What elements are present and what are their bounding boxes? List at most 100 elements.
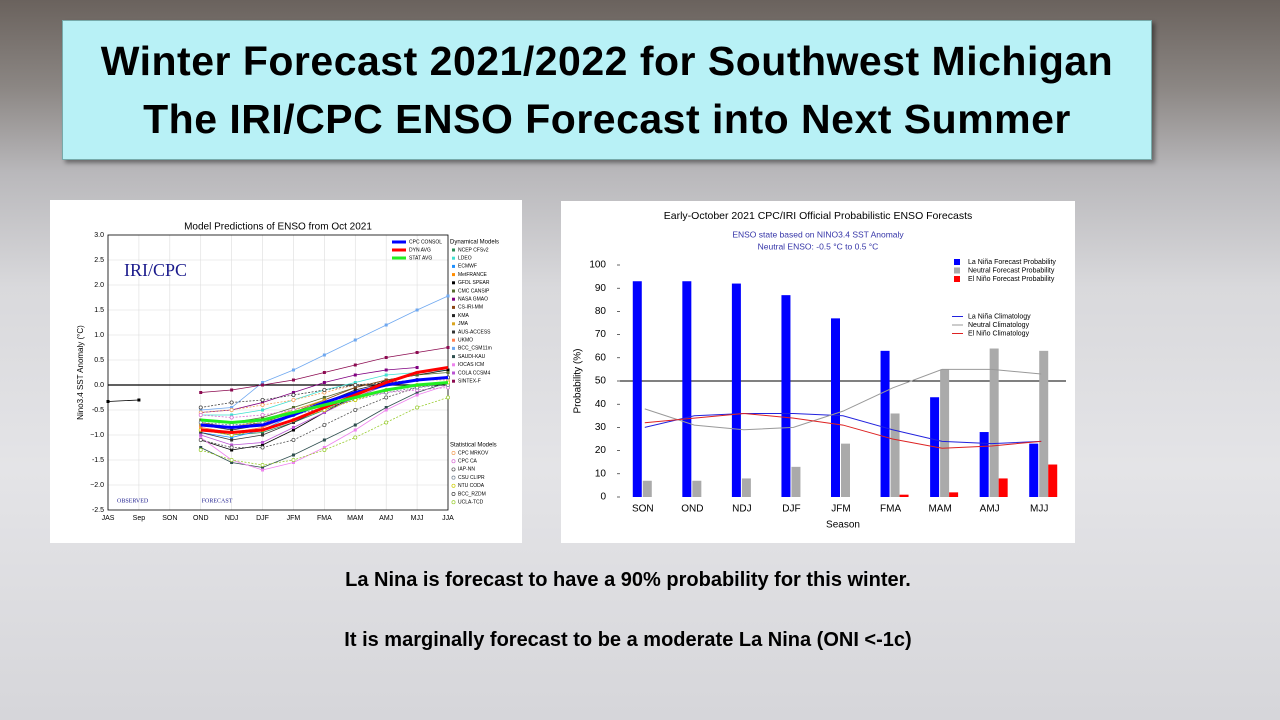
y-tick-label: 2.0 [94, 282, 104, 289]
point [261, 401, 265, 404]
point [230, 436, 234, 439]
legend-label: STAT AVG [409, 255, 432, 261]
series-line [107, 399, 139, 402]
x-tick-label: Sep [133, 515, 146, 522]
legend-swatch [451, 451, 456, 455]
series-line [200, 381, 449, 425]
x-tick-label: JAS [102, 515, 115, 522]
legend-swatch [452, 297, 455, 301]
y-tick-label: 10 [595, 468, 607, 479]
point [291, 406, 295, 409]
annotation: IRI/CPC [124, 260, 187, 280]
bar [731, 283, 741, 497]
point [199, 391, 203, 394]
bar [781, 295, 791, 497]
point [230, 388, 234, 392]
legend-label: MetFRANCE [458, 272, 488, 278]
legend-swatch [452, 355, 455, 359]
legend-label: NCEP CFSv2 [458, 247, 489, 253]
legend-swatch [451, 467, 456, 472]
legend-swatch [452, 371, 455, 375]
point [322, 381, 326, 384]
bar [979, 432, 989, 497]
bar [831, 318, 840, 497]
legend-swatch [452, 305, 455, 309]
point [415, 366, 419, 369]
point [261, 443, 265, 447]
bar [692, 480, 702, 497]
y-tick-label: 1.5 [94, 307, 104, 314]
bar [741, 478, 751, 497]
x-tick-label: AMJ [379, 515, 393, 522]
climatology-line [644, 412, 1042, 449]
legend-swatch [451, 475, 456, 480]
x-tick-label: JJA [442, 515, 454, 522]
point [261, 466, 265, 469]
point [353, 383, 358, 387]
legend-label: NASA GMAO [458, 297, 488, 303]
point [446, 368, 450, 372]
climatology-line [644, 368, 1042, 431]
point [322, 371, 326, 374]
point [446, 395, 450, 400]
point [229, 458, 234, 462]
bar [1039, 350, 1049, 497]
point [384, 408, 388, 412]
point [415, 373, 419, 377]
point [260, 403, 265, 407]
legend-swatch [954, 276, 960, 282]
legend-label: CPC CONSOL [409, 239, 442, 245]
legend-title: Statistical Models [450, 443, 497, 449]
legend-swatch [451, 492, 456, 496]
legend-swatch [452, 264, 455, 268]
x-axis-label: Season [826, 520, 860, 531]
legend-swatch [451, 459, 456, 464]
legend-label: IAP-NN [458, 467, 475, 473]
legend-label: KMA [458, 313, 470, 319]
y-tick-label: 0.5 [94, 357, 104, 364]
bar [682, 281, 692, 497]
point [261, 408, 265, 412]
point [229, 408, 234, 412]
point [230, 461, 234, 464]
legend-label: CPC MRKOV [458, 450, 489, 456]
point [322, 448, 327, 452]
legend-label: AUS-ACCESS [458, 329, 491, 335]
x-tick-label: JFM [831, 504, 850, 515]
legend-label: JMA [458, 321, 469, 327]
point [199, 408, 203, 412]
legend-label: COLA CCSM4 [458, 370, 490, 376]
y-tick-label: 50 [595, 376, 607, 387]
series-line [200, 382, 449, 448]
point [137, 398, 141, 402]
point [198, 448, 203, 452]
point [446, 294, 450, 298]
legend-swatch [451, 483, 456, 488]
bar [642, 480, 652, 497]
caption: It is marginally forecast to be a modera… [344, 629, 912, 651]
legend-label: La Niña Forecast Probability [968, 259, 1056, 266]
bar [632, 281, 642, 497]
point [291, 428, 295, 432]
legend-swatch [452, 330, 455, 334]
legend-label: SAUDI-KAU [458, 354, 486, 360]
y-tick-label: 80 [595, 306, 607, 317]
chart-subtitle: Neutral ENSO: -0.5 °C to 0.5 °C [758, 241, 879, 251]
legend-swatch [452, 248, 455, 252]
y-tick-label: -2.5 [92, 507, 104, 514]
point [353, 423, 357, 427]
legend-label: CMC CANSIP [458, 288, 490, 294]
x-tick-label: NDJ [225, 515, 239, 522]
annotation: OBSERVED [117, 498, 149, 504]
point [322, 388, 327, 392]
legend-swatch [452, 314, 455, 318]
point [415, 308, 419, 312]
series-line [200, 366, 449, 435]
point [230, 413, 234, 417]
plume-chart: Model Predictions of ENSO from Oct 2021 N… [50, 200, 522, 543]
point [415, 391, 419, 394]
bar [841, 443, 850, 497]
bar [1048, 464, 1058, 497]
legend-swatch [452, 281, 455, 285]
x-tick-label: DJF [782, 504, 800, 515]
